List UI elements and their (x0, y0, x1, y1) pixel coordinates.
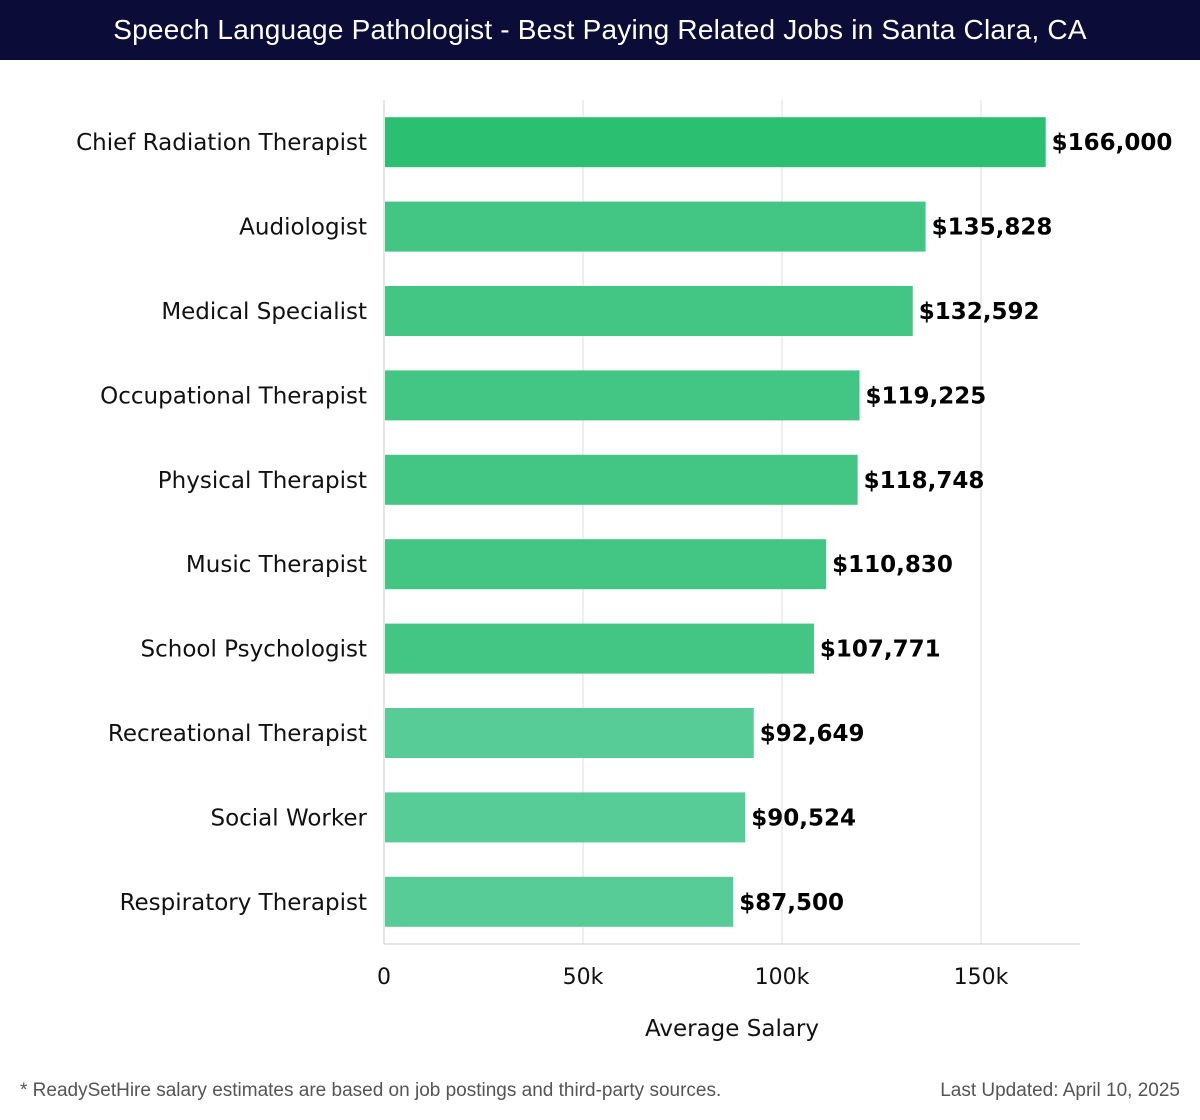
category-label-6: School Psychologist (141, 637, 367, 663)
bar-3 (385, 370, 860, 421)
category-label-1: Audiologist (239, 215, 367, 241)
footer-disclaimer: * ReadySetHire salary estimates are base… (20, 1080, 722, 1101)
category-label-5: Music Therapist (186, 552, 367, 578)
chart-header: Speech Language Pathologist - Best Payin… (0, 0, 1200, 60)
x-tick-label-0: 0 (377, 965, 391, 990)
value-label-9: $87,500 (739, 890, 844, 916)
bar-5 (385, 539, 827, 590)
value-label-7: $92,649 (760, 721, 865, 747)
bar-8 (385, 792, 746, 843)
value-label-6: $107,771 (820, 637, 941, 663)
bar-4 (385, 454, 858, 505)
category-label-9: Respiratory Therapist (120, 890, 367, 916)
category-label-7: Recreational Therapist (108, 721, 367, 747)
value-label-3: $119,225 (866, 383, 987, 409)
bar-6 (385, 623, 814, 674)
bar-0 (385, 117, 1046, 168)
value-label-4: $118,748 (864, 468, 985, 494)
category-label-8: Social Worker (210, 805, 367, 831)
category-label-2: Medical Specialist (161, 299, 367, 325)
x-axis-label: Average Salary (645, 1016, 819, 1042)
value-label-5: $110,830 (832, 552, 953, 578)
category-label-0: Chief Radiation Therapist (76, 130, 367, 156)
salary-bar-chart: Chief Radiation Therapist $166,000 Audiolo… (76, 100, 1173, 1042)
value-label-1: $135,828 (932, 215, 1053, 241)
category-label-4: Physical Therapist (158, 468, 367, 494)
x-tick-label-3: 150k (954, 965, 1009, 990)
chart-title: Speech Language Pathologist - Best Payin… (113, 14, 1087, 45)
value-label-2: $132,592 (919, 299, 1040, 325)
value-label-8: $90,524 (751, 805, 856, 831)
bar-2 (385, 286, 913, 336)
footer-last-updated: Last Updated: April 10, 2025 (940, 1080, 1180, 1101)
value-label-0: $166,000 (1052, 130, 1173, 156)
bar-7 (385, 708, 754, 758)
x-tick-label-1: 50k (563, 965, 604, 990)
bar-1 (385, 201, 926, 252)
category-label-3: Occupational Therapist (100, 383, 367, 409)
x-tick-label-2: 100k (755, 965, 810, 990)
bar-9 (385, 876, 734, 927)
